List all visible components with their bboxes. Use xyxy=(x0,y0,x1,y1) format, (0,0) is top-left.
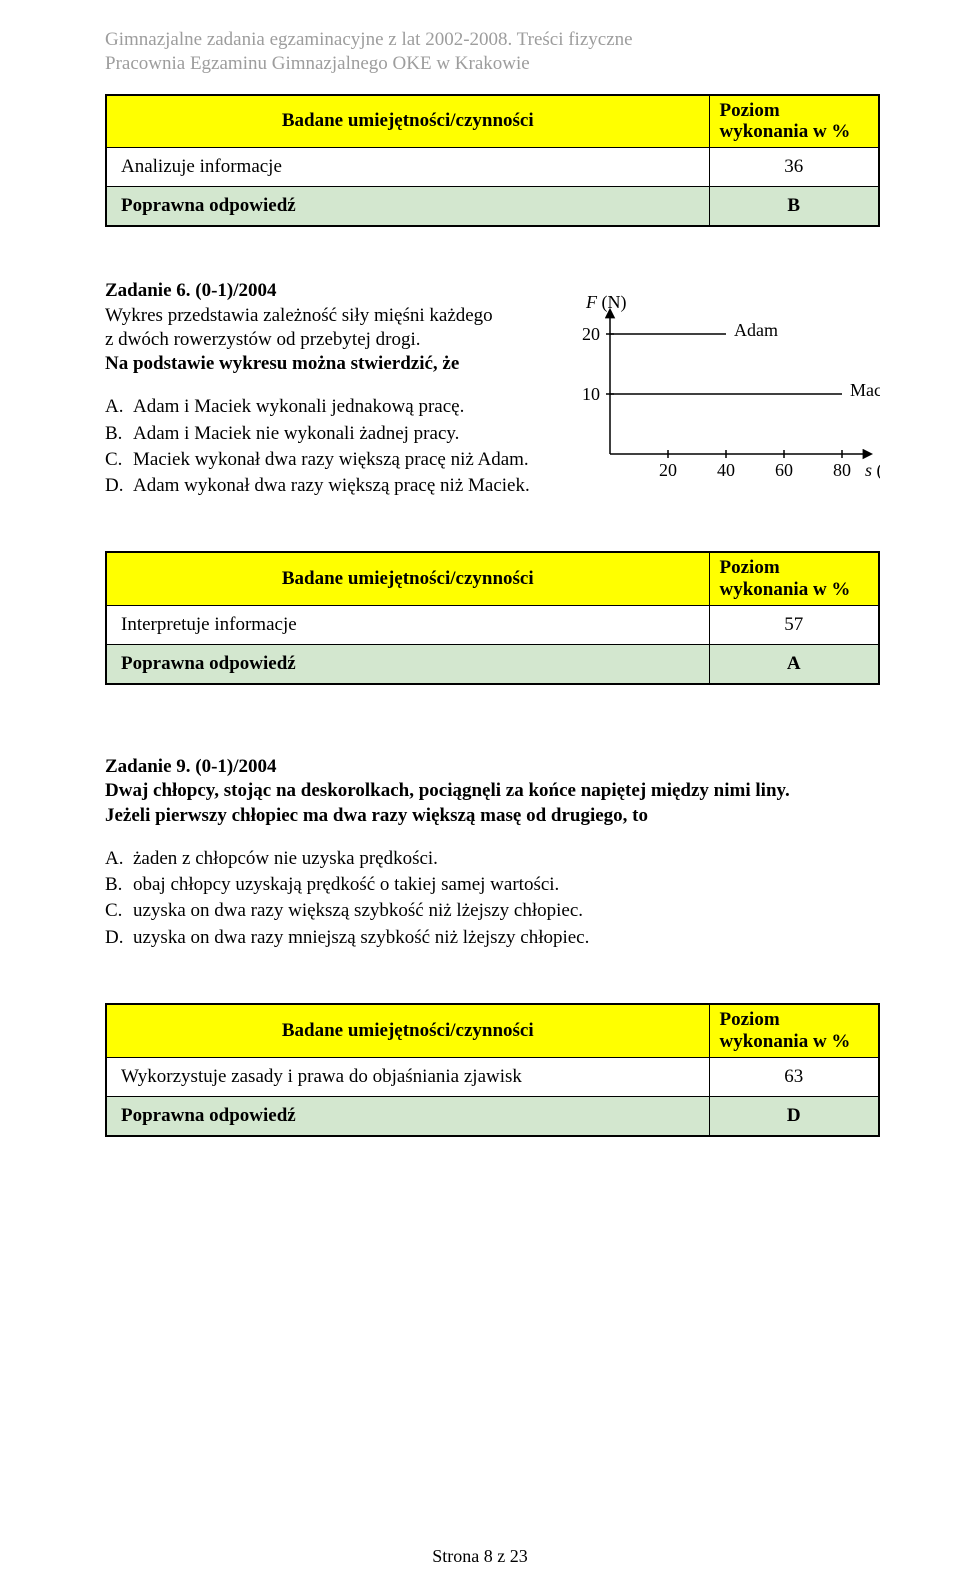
task9-opt-C: uzyska on dwa razy większą szybkość niż … xyxy=(133,898,583,924)
hdr2-right-l2: wykonania w % xyxy=(720,579,851,600)
opt-lbl-C: C. xyxy=(105,447,133,473)
opt9-lbl-C: C. xyxy=(105,898,133,924)
table3-header-right: Poziom wykonania w % xyxy=(709,1004,879,1057)
table-header-left: Badane umiejętności/czynności xyxy=(106,95,709,148)
task6-opt-A: Adam i Maciek wykonali jednakową pracę. xyxy=(133,394,464,420)
opt-lbl-B: B. xyxy=(105,421,133,447)
task6-stem-bold: Na podstawie wykresu można stwierdzić, ż… xyxy=(105,352,556,376)
table3-skill: Wykorzystuje zasady i prawa do objaśnian… xyxy=(106,1057,709,1096)
table3-answer: D xyxy=(709,1096,879,1136)
eval-table-2: Badane umiejętności/czynności Poziom wyk… xyxy=(105,551,880,685)
svg-text:10: 10 xyxy=(582,384,600,404)
table3-answer-label: Poprawna odpowiedź xyxy=(106,1096,709,1136)
task6-opt-C: Maciek wykonał dwa razy większą pracę ni… xyxy=(133,447,529,473)
table3-header-left: Badane umiejętności/czynności xyxy=(106,1004,709,1057)
task9-opt-B: obaj chłopcy uzyskają prędkość o takiej … xyxy=(133,872,559,898)
eval-table-1: Badane umiejętności/czynności Poziom wyk… xyxy=(105,94,880,228)
opt9-lbl-B: B. xyxy=(105,872,133,898)
task6-opt-B: Adam i Maciek nie wykonali żadnej pracy. xyxy=(133,421,459,447)
table2-answer: A xyxy=(709,645,879,685)
opt9-lbl-A: A. xyxy=(105,846,133,872)
task6-title: Zadanie 6. (0-1)/2004 xyxy=(105,279,556,303)
hdr3-right-l1: Poziom xyxy=(720,1009,780,1030)
hdr-right-l2: wykonania w % xyxy=(720,121,851,142)
task6-chart: 20 40 60 80 10 20 F (N) s (m) Adam Maciek xyxy=(580,279,880,494)
svg-text:80: 80 xyxy=(833,460,851,480)
table1-answer: B xyxy=(709,187,879,227)
task9-stem-2: Jeżeli pierwszy chłopiec ma dwa razy wię… xyxy=(105,804,880,828)
table1-percent: 36 xyxy=(709,148,879,187)
task6-stem-1: Wykres przedstawia zależność siły mięśni… xyxy=(105,304,556,328)
task9-title: Zadanie 9. (0-1)/2004 xyxy=(105,755,880,779)
page-footer: Strona 8 z 23 xyxy=(0,1546,960,1567)
chart-svg: 20 40 60 80 10 20 F (N) s (m) Adam Maciek xyxy=(580,279,880,489)
opt-lbl-D: D. xyxy=(105,473,133,499)
hdr3-right-l2: wykonania w % xyxy=(720,1031,851,1052)
table2-header-left: Badane umiejętności/czynności xyxy=(106,552,709,605)
svg-text:60: 60 xyxy=(775,460,793,480)
task6-opt-D: Adam wykonał dwa razy większą pracę niż … xyxy=(133,473,530,499)
opt-lbl-A: A. xyxy=(105,394,133,420)
hdr2-right-l1: Poziom xyxy=(720,557,780,578)
svg-text:20: 20 xyxy=(659,460,677,480)
table-header-right: Poziom wykonania w % xyxy=(709,95,879,148)
svg-text:20: 20 xyxy=(582,324,600,344)
svg-text:40: 40 xyxy=(717,460,735,480)
task9-stem-1: Dwaj chłopcy, stojąc na deskorolkach, po… xyxy=(105,779,880,803)
table1-answer-label: Poprawna odpowiedź xyxy=(106,187,709,227)
task9-options: A.żaden z chłopców nie uzyska prędkości.… xyxy=(105,846,880,951)
header-line-1: Gimnazjalne zadania egzaminacyjne z lat … xyxy=(105,28,880,52)
task9-opt-A: żaden z chłopców nie uzyska prędkości. xyxy=(133,846,438,872)
svg-text:s (m): s (m) xyxy=(865,460,880,481)
header-line-2: Pracownia Egzaminu Gimnazjalnego OKE w K… xyxy=(105,52,880,76)
svg-text:Maciek: Maciek xyxy=(850,380,880,400)
task6-stem-2: z dwóch rowerzystów od przebytej drogi. xyxy=(105,328,556,352)
table2-answer-label: Poprawna odpowiedź xyxy=(106,645,709,685)
table3-percent: 63 xyxy=(709,1057,879,1096)
task6-text: Zadanie 6. (0-1)/2004 Wykres przedstawia… xyxy=(105,279,556,499)
eval-table-3: Badane umiejętności/czynności Poziom wyk… xyxy=(105,1003,880,1137)
task9-text: Zadanie 9. (0-1)/2004 Dwaj chłopcy, stoj… xyxy=(105,755,880,951)
svg-text:F (N): F (N) xyxy=(585,292,627,313)
task9-opt-D: uzyska on dwa razy mniejszą szybkość niż… xyxy=(133,925,589,951)
svg-text:Adam: Adam xyxy=(734,320,778,340)
opt9-lbl-D: D. xyxy=(105,925,133,951)
table2-header-right: Poziom wykonania w % xyxy=(709,552,879,605)
table1-skill: Analizuje informacje xyxy=(106,148,709,187)
table2-skill: Interpretuje informacje xyxy=(106,606,709,645)
task6-options: A.Adam i Maciek wykonali jednakową pracę… xyxy=(105,394,556,499)
table2-percent: 57 xyxy=(709,606,879,645)
hdr-right-l1: Poziom xyxy=(720,100,780,121)
